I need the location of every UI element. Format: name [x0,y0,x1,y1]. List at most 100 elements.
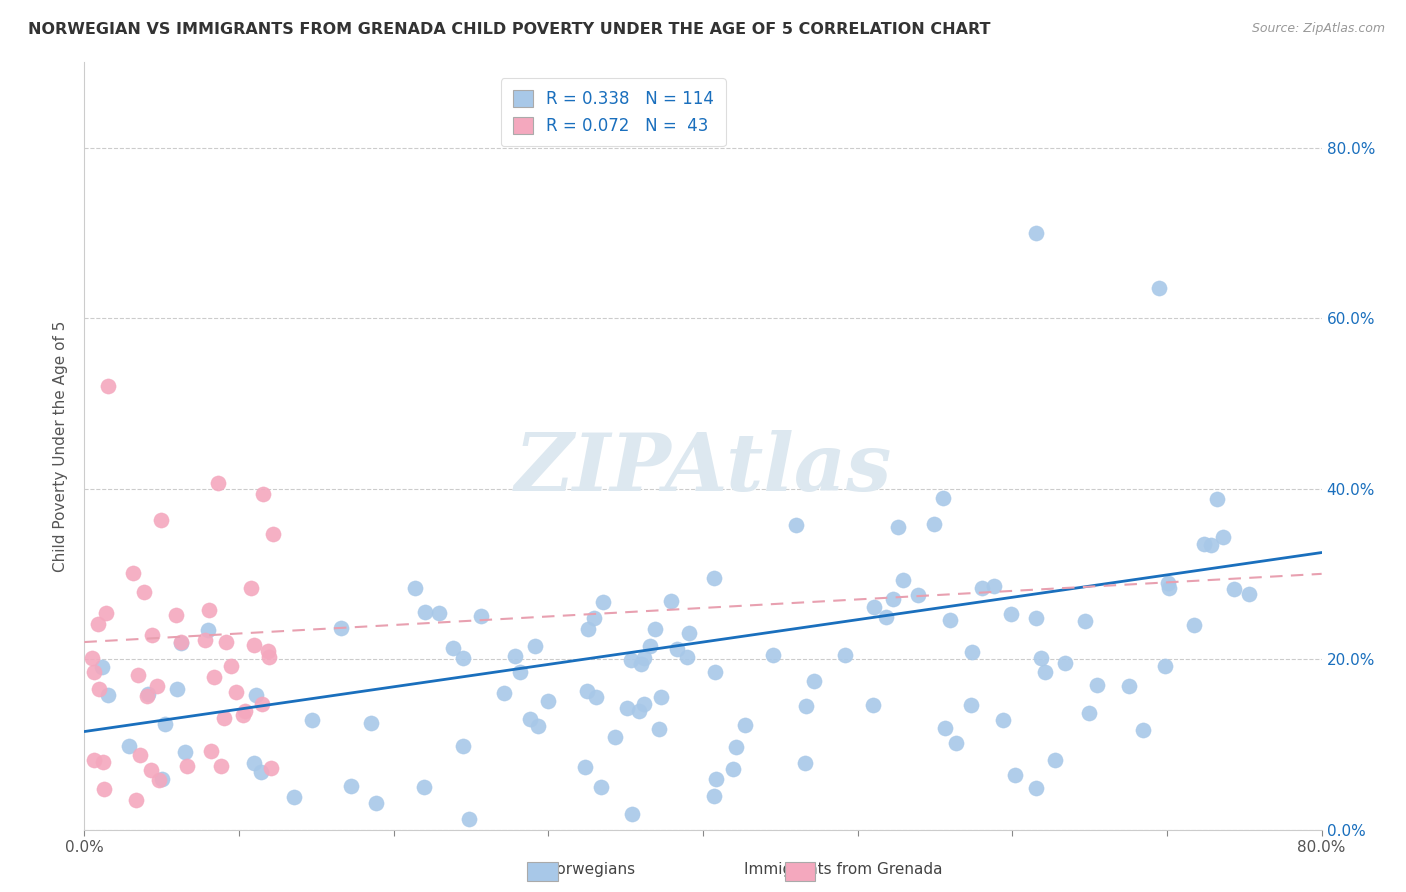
Point [576,622,599,636]
Point [574,760,596,774]
Point [90,660,112,674]
Point [863,600,886,615]
Point [232,707,254,722]
Point [1045,753,1067,767]
Point [136,687,159,701]
Point [170,634,193,648]
Point [605,730,627,744]
Point [165,608,187,623]
Point [245,688,267,702]
Point [1029,651,1052,665]
Point [207,476,229,491]
Point [128,747,150,762]
Point [339,779,361,793]
Point [202,670,225,684]
Point [1239,587,1261,601]
Point [125,793,148,807]
Point [591,780,613,794]
Point [922,517,945,532]
Point [141,628,163,642]
Point [703,572,725,586]
Point [1025,780,1047,795]
Point [219,658,242,673]
Point [1157,575,1180,590]
Point [875,610,897,624]
Point [215,635,238,649]
Point [127,668,149,682]
Point [96,379,118,393]
Point [1154,659,1177,673]
Point [945,736,967,750]
Point [451,739,474,754]
Point [678,626,700,640]
Legend: R = 0.338   N = 114, R = 0.072   N =  43: R = 0.338 N = 114, R = 0.072 N = 43 [501,78,725,146]
Point [519,712,541,726]
Point [762,648,785,663]
Point [243,756,266,771]
Point [413,780,436,794]
Point [148,772,170,787]
Point [638,639,661,653]
Point [150,772,173,787]
Point [536,694,558,708]
Point [1205,491,1227,506]
Point [882,591,904,606]
Point [644,622,666,636]
Point [648,723,671,737]
Point [582,611,605,625]
Point [887,520,910,534]
Point [983,579,1005,593]
Point [145,680,167,694]
Point [87,681,110,696]
Point [633,698,655,712]
Point [150,513,173,527]
Point [934,721,956,735]
Point [585,690,607,704]
Point [616,701,638,715]
Point [404,581,426,595]
Point [136,689,159,703]
Point [166,682,188,697]
Text: Source: ZipAtlas.com: Source: ZipAtlas.com [1251,22,1385,36]
Point [793,756,815,770]
Point [621,807,644,822]
Point [665,642,688,657]
Point [262,526,284,541]
Text: ZIPAtlas: ZIPAtlas [515,430,891,508]
Point [620,653,643,667]
Point [173,745,195,759]
Point [970,581,993,595]
Point [132,584,155,599]
Point [1033,665,1056,679]
Point [721,762,744,776]
Y-axis label: Child Poverty Under the Age of 5: Child Poverty Under the Age of 5 [53,320,69,572]
Point [1223,582,1246,596]
Point [704,665,727,679]
Point [252,697,274,711]
Point [939,613,962,627]
Point [198,603,221,617]
Point [233,704,256,718]
Point [240,581,263,595]
Point [1025,611,1047,625]
Point [803,673,825,688]
Point [259,649,281,664]
Point [194,633,217,648]
Point [243,639,266,653]
Point [630,657,652,672]
Point [141,763,163,777]
Point [413,605,436,619]
Point [503,649,526,664]
Point [457,812,479,826]
Point [1024,226,1046,240]
Point [1054,657,1077,671]
Point [170,636,193,650]
Point [262,834,284,848]
Point [1077,706,1099,720]
Point [785,518,807,533]
Point [87,617,110,632]
Point [1004,768,1026,782]
Point [633,651,655,665]
Point [283,789,305,804]
Point [451,650,474,665]
